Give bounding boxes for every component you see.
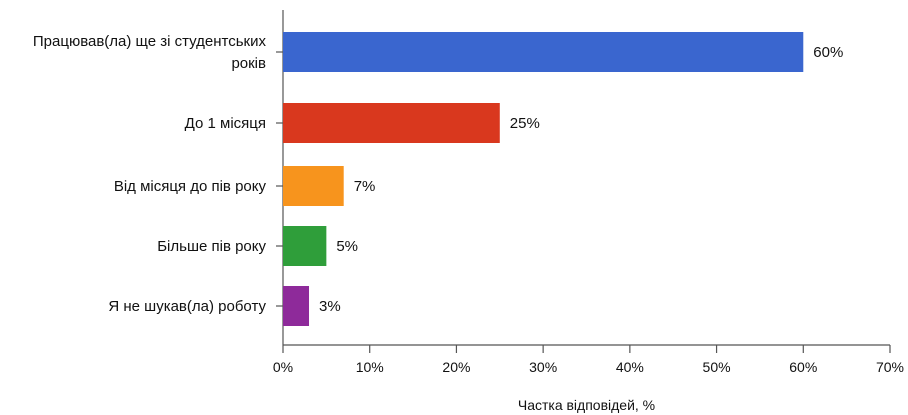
- bar-value-label: 60%: [813, 44, 843, 61]
- bar-value-label: 25%: [510, 115, 540, 132]
- bar-value-label: 7%: [354, 178, 376, 195]
- category-label: років: [231, 55, 266, 72]
- category-label: Від місяця до пів року: [114, 178, 267, 195]
- x-tick-label: 20%: [442, 359, 470, 375]
- x-tick-label: 60%: [789, 359, 817, 375]
- bar: [283, 32, 804, 72]
- bar-value-label: 3%: [319, 298, 341, 315]
- category-label: Я не шукав(ла) роботу: [108, 298, 266, 315]
- bar: [283, 166, 344, 206]
- x-tick-label: 40%: [616, 359, 644, 375]
- bar: [283, 286, 310, 326]
- x-tick-label: 50%: [703, 359, 731, 375]
- labels-layer: 60% Працював(ла) ще зі студентських років 2…: [33, 33, 843, 315]
- x-axis-title: Частка відповідей, %: [518, 397, 655, 413]
- axes-layer: 0% 10% 20% 30% 40% 50% 60% 70%: [273, 10, 904, 375]
- bar: [283, 226, 327, 266]
- bars-layer: [283, 32, 804, 326]
- x-tick-label: 10%: [356, 359, 384, 375]
- bar: [283, 103, 500, 143]
- x-tick-label: 30%: [529, 359, 557, 375]
- x-tick-label: 70%: [876, 359, 904, 375]
- category-label: Працював(ла) ще зі студентських: [33, 33, 267, 50]
- x-tick-label: 0%: [273, 359, 293, 375]
- category-label: Більше пів року: [157, 238, 266, 255]
- bar-value-label: 5%: [336, 238, 358, 255]
- category-label: До 1 місяця: [185, 115, 266, 132]
